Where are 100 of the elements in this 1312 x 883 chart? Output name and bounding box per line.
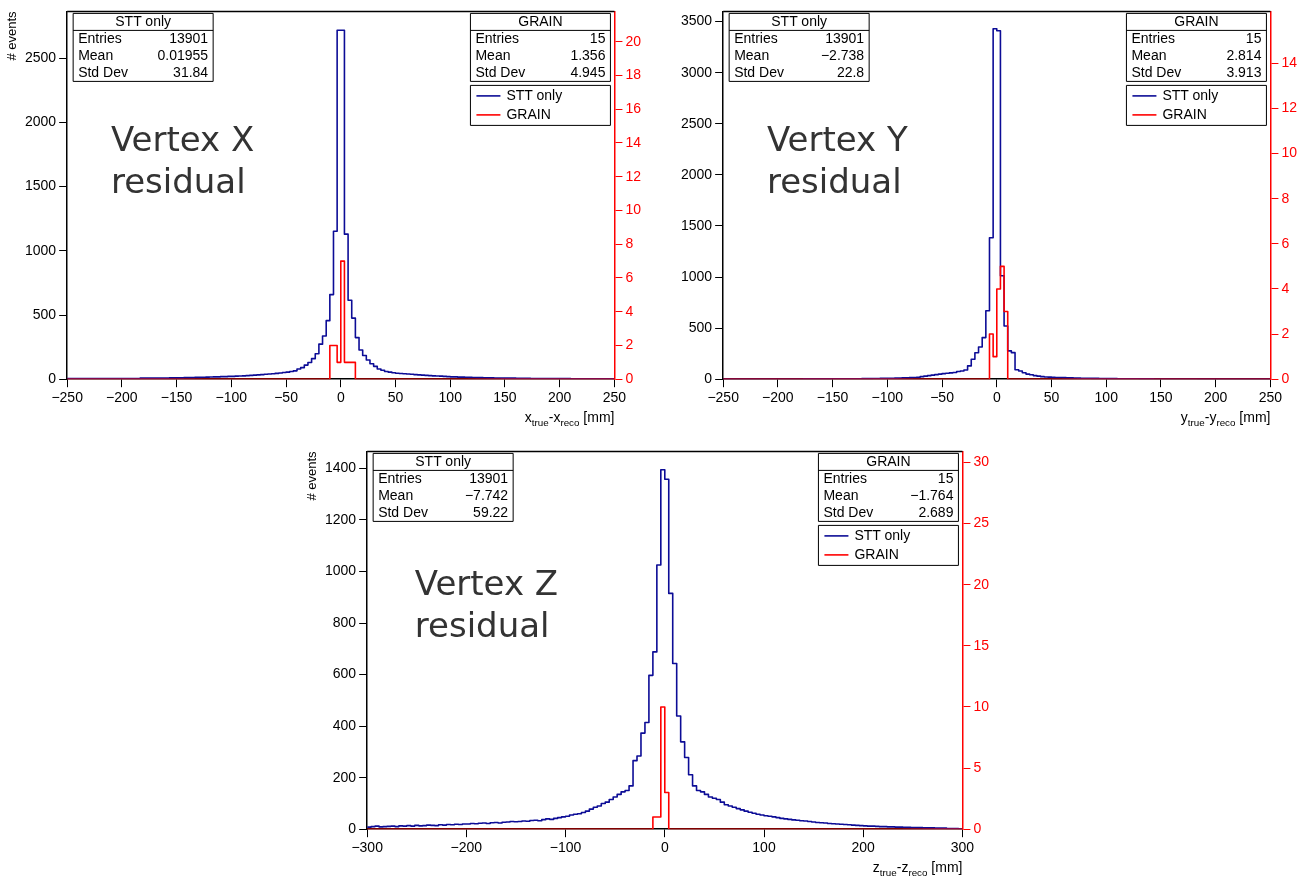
y-tick-label: 1400 — [324, 459, 357, 476]
y-tick-label: 500 — [32, 305, 57, 322]
y2-tick-label: 25 — [973, 514, 990, 531]
text: Entries 15 — [1131, 29, 1262, 46]
y2-tick-label: 6 — [625, 268, 634, 285]
x-tick-label: −200 — [106, 389, 138, 406]
y2-tick-label: 14 — [1281, 54, 1298, 71]
text: Mean 2.814 — [1131, 46, 1262, 63]
x-tick-label: −100 — [215, 389, 248, 406]
y2-tick-label: 12 — [625, 167, 642, 184]
y2-tick-label: 2 — [625, 336, 634, 353]
y-tick-label: 1000 — [24, 241, 57, 258]
y-tick-label: 2500 — [24, 49, 57, 66]
x-tick-label: 0 — [992, 389, 1001, 406]
x-tick-label: 200 — [548, 389, 572, 406]
y2-tick-label: 10 — [1281, 144, 1298, 161]
x-tick-label: −300 — [351, 839, 384, 856]
y-tick-label: 2500 — [680, 114, 713, 131]
y2-tick-label: 20 — [625, 32, 642, 49]
x-tick-label: −250 — [707, 389, 740, 406]
y2-tick-label: 15 — [973, 636, 990, 653]
text: Entries 15 — [475, 29, 606, 46]
x-tick-label: 50 — [1043, 389, 1060, 406]
text: Entries 13901 — [78, 29, 209, 46]
x-tick-label: 250 — [1258, 389, 1283, 406]
y2-tick-label: 2 — [1281, 324, 1290, 341]
x-tick-label: 50 — [387, 389, 404, 406]
text: Entries 15 — [823, 469, 954, 486]
annotation: STT only — [115, 12, 172, 29]
y2-tick-label: 14 — [625, 133, 642, 150]
y-tick-label: 600 — [332, 665, 357, 682]
text: Std Dev 22.8 — [734, 63, 865, 80]
y2-tick-label: 0 — [973, 820, 982, 837]
x-tick-label: −150 — [816, 389, 849, 406]
y2-tick-label: 10 — [973, 697, 990, 714]
y-tick-label: 1500 — [24, 177, 57, 194]
y2-tick-label: 4 — [1281, 279, 1290, 296]
y2-tick-label: 5 — [973, 758, 982, 775]
legend-label: STT only — [506, 86, 563, 103]
text: Mean −2.738 — [734, 46, 865, 63]
y2-tick-label: 8 — [1281, 189, 1290, 206]
annotation: STT only — [771, 12, 828, 29]
y-tick-label: 3500 — [680, 12, 713, 29]
x-tick-label: 100 — [1094, 389, 1119, 406]
x-tick-label: 300 — [950, 839, 975, 856]
y-axis-title: # events — [4, 10, 19, 61]
legend-label: STT only — [1162, 86, 1219, 103]
x-tick-label: 250 — [602, 389, 627, 406]
text: Mean −1.764 — [823, 486, 954, 503]
annotation: Vertex X residual — [110, 119, 255, 202]
annotation: Vertex Z residual — [414, 562, 559, 645]
y-tick-label: 500 — [688, 318, 713, 335]
x-tick-label: −200 — [450, 839, 483, 856]
y-tick-label: 1500 — [680, 216, 713, 233]
legend-label: GRAIN — [854, 545, 899, 562]
y-tick-label: 3000 — [680, 63, 713, 80]
y-tick-label: 1000 — [680, 267, 713, 284]
annotation: GRAIN — [518, 12, 563, 29]
y2-tick-label: 20 — [973, 575, 990, 592]
y-tick-label: 200 — [332, 768, 357, 785]
y2-tick-label: 18 — [625, 66, 642, 83]
y2-tick-label: 6 — [1281, 234, 1290, 251]
y2-tick-label: 30 — [973, 453, 990, 470]
legend-label: STT only — [854, 526, 911, 543]
x-tick-label: −200 — [762, 389, 794, 406]
y-tick-label: 0 — [704, 370, 713, 387]
text: Mean −7.742 — [378, 486, 509, 503]
text: Mean 0.01955 — [78, 46, 209, 63]
y-tick-label: 400 — [332, 716, 357, 733]
y-tick-label: 2000 — [24, 113, 57, 130]
x-tick-label: −100 — [871, 389, 904, 406]
x-tick-label: 100 — [752, 839, 776, 856]
y2-tick-label: 10 — [625, 201, 642, 218]
y-tick-label: 800 — [332, 613, 357, 630]
y-tick-label: 1000 — [324, 562, 357, 579]
annotation: Vertex Y residual — [766, 119, 909, 202]
x-tick-label: 150 — [493, 389, 517, 406]
x-tick-label: −150 — [160, 389, 193, 406]
text: Std Dev 3.913 — [1131, 63, 1262, 80]
x-tick-label: −50 — [930, 389, 955, 406]
text: Std Dev 4.945 — [475, 63, 606, 80]
y2-tick-label: 0 — [1281, 370, 1290, 387]
x-tick-label: 200 — [1204, 389, 1228, 406]
y2-tick-label: 16 — [625, 100, 642, 117]
x-tick-label: −250 — [51, 389, 84, 406]
text: Std Dev 59.22 — [378, 503, 509, 520]
legend-label: GRAIN — [1162, 105, 1207, 122]
y-tick-label: 0 — [348, 820, 357, 837]
y-tick-label: 1200 — [324, 510, 357, 527]
y2-tick-label: 12 — [1281, 99, 1298, 116]
x-tick-label: 100 — [438, 389, 463, 406]
y2-tick-label: 8 — [625, 235, 634, 252]
x-tick-label: −100 — [549, 839, 582, 856]
annotation: GRAIN — [866, 452, 911, 469]
x-tick-label: 150 — [1149, 389, 1173, 406]
text: Std Dev 2.689 — [823, 503, 954, 520]
x-tick-label: 0 — [660, 839, 669, 856]
annotation: STT only — [415, 452, 472, 469]
text: Entries 13901 — [378, 469, 509, 486]
y-tick-label: 0 — [48, 370, 57, 387]
